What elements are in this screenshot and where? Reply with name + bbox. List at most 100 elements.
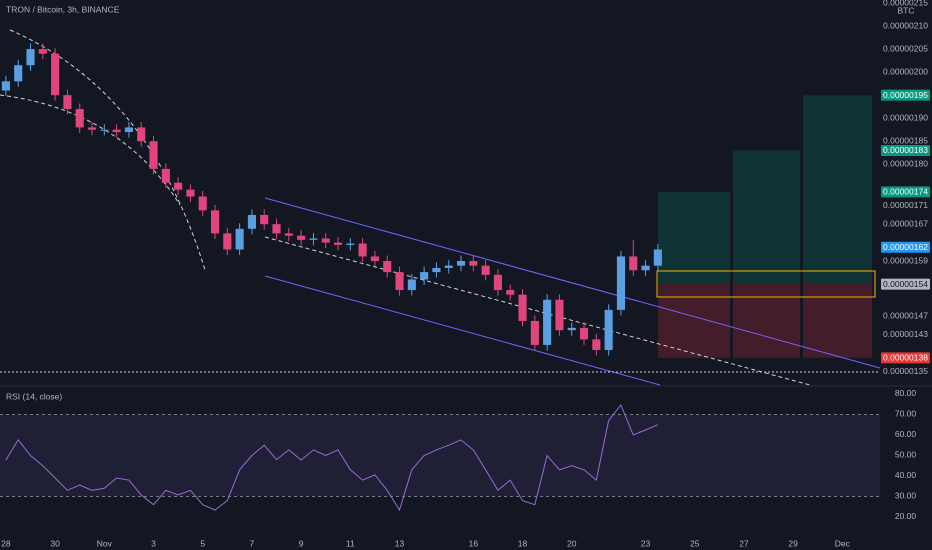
- rsi-band: [0, 414, 880, 497]
- candle-body: [235, 228, 244, 250]
- profit-zone: [733, 150, 800, 285]
- candle-body: [592, 339, 601, 350]
- x-tick-label: 18: [518, 538, 528, 548]
- y-tick-label: 30.00: [895, 491, 917, 501]
- y-tick-label: 80.00: [895, 388, 917, 398]
- y-tick-label: 0.00000185: [883, 135, 928, 145]
- x-tick-label: 27: [739, 538, 749, 548]
- y-tick-label: 70.00: [895, 409, 917, 419]
- candle-body: [444, 265, 453, 268]
- loss-zone: [658, 284, 730, 358]
- y-tick-label: 0.00000171: [883, 200, 928, 210]
- y-tick-label: 0.00000135: [883, 366, 928, 376]
- x-tick-label: 28: [1, 538, 11, 548]
- y-tick-label: 0.00000167: [883, 218, 928, 228]
- candle-body: [1, 81, 10, 91]
- candle-body: [641, 265, 650, 271]
- x-tick-label: Dec: [835, 538, 851, 548]
- y-tick-label: 40.00: [895, 470, 917, 480]
- candle-body: [358, 243, 367, 257]
- y-tick-label: 0.00000143: [883, 329, 928, 339]
- price-tag: [881, 241, 930, 253]
- candle-body: [530, 320, 539, 345]
- x-tick-label: 30: [50, 538, 60, 548]
- price-tag-label: 0.00000138: [883, 353, 928, 363]
- y-tick-label: 0.00000159: [883, 255, 928, 265]
- y-tick-label: 0.00000180: [883, 159, 928, 169]
- candle-body: [198, 196, 207, 211]
- profit-zone: [658, 191, 730, 285]
- y-tick-label: 0.00000205: [883, 43, 928, 53]
- x-tick-label: 13: [395, 538, 405, 548]
- candle-body: [579, 327, 589, 340]
- candle-body: [38, 49, 47, 54]
- candle-body: [383, 261, 392, 273]
- candle-body: [616, 256, 626, 310]
- candle-body: [112, 129, 121, 133]
- y-tick-label: 0.00000147: [883, 311, 928, 321]
- candle-body: [100, 129, 109, 131]
- price-tag: [881, 352, 930, 364]
- drawings-back: [658, 95, 872, 358]
- x-tick-label: Nov: [97, 538, 113, 548]
- candle-body: [346, 243, 355, 245]
- candle-body: [653, 249, 662, 266]
- candle-body: [272, 224, 281, 234]
- candle-body: [174, 182, 183, 190]
- candle-body: [370, 256, 379, 262]
- candle-body: [223, 233, 232, 250]
- candle-body: [124, 127, 133, 133]
- highlight-box: [656, 270, 876, 298]
- price-tag: [881, 186, 930, 198]
- y-tick-label: 50.00: [895, 450, 917, 460]
- price-tag-label: 0.00000183: [883, 145, 928, 155]
- loss-zone: [803, 284, 872, 358]
- candle-body: [567, 327, 576, 331]
- y-tick-label: 0.00000215: [883, 0, 928, 7]
- x-tick-label: 9: [299, 538, 304, 548]
- price-tag-label: 0.00000195: [883, 90, 928, 100]
- candle-body: [543, 299, 552, 345]
- candle-body: [284, 233, 293, 236]
- channel-mid: [264, 236, 811, 386]
- price-tag-label: 0.00000154: [883, 279, 928, 289]
- x-tick-label: 29: [788, 538, 798, 548]
- y-tick-label: 60.00: [895, 429, 917, 439]
- price-tag-label: 0.00000174: [883, 187, 928, 197]
- loss-zone: [733, 284, 800, 358]
- candle-body: [456, 261, 466, 266]
- y-tick-label: 0.00000210: [883, 20, 928, 30]
- candle-body: [14, 65, 23, 82]
- price-tag: [881, 278, 930, 290]
- x-tick-label: 3: [151, 538, 156, 548]
- candle-body: [247, 214, 256, 229]
- y-tick-label: 20.00: [895, 511, 917, 521]
- candle-body: [161, 168, 170, 183]
- candle-body: [210, 210, 220, 234]
- candle-body: [149, 141, 158, 169]
- channel-line: [264, 275, 661, 386]
- chart-title: TRON / Bitcoin, 3h, BINANCE: [6, 4, 120, 14]
- candle-body: [51, 53, 60, 96]
- candle-body: [297, 235, 306, 240]
- y-tick-label: 0.00000200: [883, 66, 928, 76]
- x-tick-label: 5: [200, 538, 205, 548]
- candle-body: [432, 267, 441, 273]
- x-tick-label: 20: [567, 538, 577, 548]
- candle-body: [260, 214, 269, 225]
- candle-body: [604, 309, 613, 350]
- candle-body: [555, 299, 564, 331]
- rsi-title: RSI (14, close): [6, 391, 62, 401]
- y-tick-label: 0.00000190: [883, 112, 928, 122]
- rsi-line: [5, 404, 658, 512]
- candle-body: [87, 127, 97, 130]
- candle-body: [186, 189, 195, 197]
- candle-body: [333, 242, 343, 245]
- candle-body: [629, 256, 638, 271]
- x-tick-label: 25: [690, 538, 700, 548]
- candle-body: [493, 274, 502, 291]
- x-tick-label: 7: [250, 538, 255, 548]
- channel-line: [264, 197, 881, 369]
